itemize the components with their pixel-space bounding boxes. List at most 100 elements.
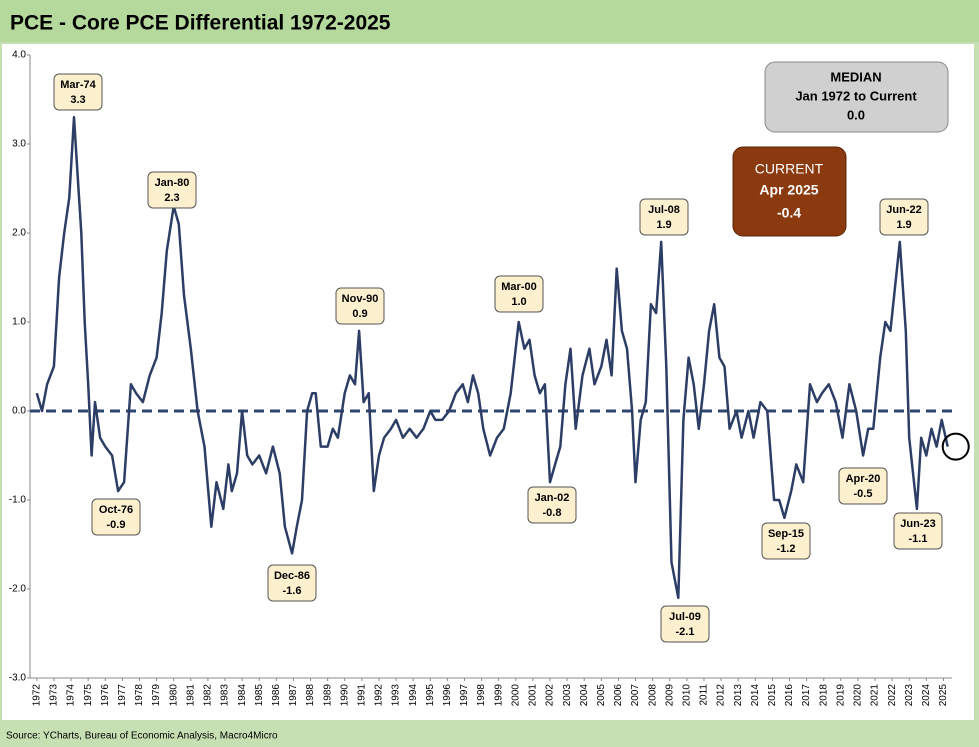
- x-tick-label: 2008: [647, 684, 658, 707]
- y-tick-label: 2.0: [12, 228, 26, 239]
- callout-date: Sep-15: [768, 528, 804, 540]
- x-tick-label: 1996: [442, 684, 453, 707]
- callout-value: 3.3: [70, 94, 85, 106]
- y-tick-label: -3.0: [9, 673, 27, 684]
- callout-box: [879, 198, 929, 236]
- x-tick-label: 1980: [168, 684, 179, 707]
- current-value: -0.4: [777, 205, 801, 221]
- callout-box: [267, 564, 317, 602]
- x-tick-label: 1997: [459, 684, 470, 707]
- callout-value: -1.6: [283, 585, 302, 597]
- x-tick-label: 1977: [117, 684, 128, 707]
- x-tick-label: 1988: [305, 684, 316, 707]
- x-tick-label: 1991: [356, 684, 367, 707]
- callout-value: -0.9: [107, 519, 126, 531]
- x-tick-label: 1981: [185, 684, 196, 707]
- callout-value: -0.5: [854, 488, 873, 500]
- callout-box: [639, 198, 689, 236]
- x-tick-label: 1986: [271, 684, 282, 707]
- x-tick-label: 2009: [664, 684, 675, 707]
- callout-date: Dec-86: [274, 570, 310, 582]
- callout-date: Apr-20: [846, 473, 881, 485]
- x-tick-label: 2012: [716, 684, 727, 707]
- callout-date: Mar-74: [60, 79, 96, 91]
- x-tick-label: 1978: [134, 684, 145, 707]
- callout-value: -2.1: [676, 626, 695, 638]
- x-tick-label: 2000: [510, 684, 521, 707]
- x-tick-label: 1974: [66, 684, 77, 707]
- y-tick-label: 3.0: [12, 139, 26, 150]
- callout-box: [53, 73, 103, 111]
- x-tick-label: 1983: [220, 684, 231, 707]
- callout-box: [494, 275, 544, 313]
- callout-box: [660, 605, 710, 643]
- x-tick-label: 2018: [818, 684, 829, 707]
- x-tick-label: 2019: [835, 684, 846, 707]
- callout-box: [761, 522, 811, 560]
- x-tick-label: 1985: [254, 684, 265, 707]
- x-tick-label: 1992: [374, 684, 385, 707]
- x-tick-label: 1972: [31, 684, 42, 707]
- x-tick-label: 2004: [579, 684, 590, 707]
- title-band: [0, 0, 979, 42]
- x-tick-label: 2006: [613, 684, 624, 707]
- callout-box: [147, 171, 197, 209]
- callout-value: -1.1: [909, 533, 928, 545]
- callout-value: 2.3: [164, 192, 179, 204]
- current-date: Apr 2025: [759, 182, 818, 198]
- callout-box: [893, 512, 943, 550]
- callout-value: 1.0: [511, 296, 526, 308]
- y-tick-label: 1.0: [12, 317, 26, 328]
- callout-date: Jan-02: [535, 492, 570, 504]
- x-tick-label: 2015: [767, 684, 778, 707]
- callout-box: [838, 467, 888, 505]
- x-tick-label: 2011: [699, 684, 710, 706]
- x-tick-label: 2017: [801, 684, 812, 707]
- callout-box: [91, 498, 141, 536]
- x-tick-label: 2021: [870, 684, 881, 707]
- x-tick-label: 1987: [288, 684, 299, 707]
- x-tick-label: 2007: [630, 684, 641, 707]
- x-tick-label: 1993: [391, 684, 402, 707]
- x-tick-label: 2020: [853, 684, 864, 707]
- x-tick-label: 2014: [750, 684, 761, 707]
- callout-date: Jun-22: [886, 204, 921, 216]
- callout-box: [335, 287, 385, 325]
- callout-value: -0.8: [543, 507, 562, 519]
- source: Source: YCharts, Bureau of Economic Anal…: [6, 731, 278, 742]
- x-tick-label: 2001: [528, 684, 539, 707]
- x-tick-label: 2005: [596, 684, 607, 707]
- callout-value: -1.2: [777, 543, 796, 555]
- x-tick-label: 1976: [100, 684, 111, 707]
- current-title: CURRENT: [755, 161, 824, 177]
- x-tick-label: 1975: [83, 684, 94, 707]
- x-tick-label: 1995: [425, 684, 436, 707]
- chart-title: PCE - Core PCE Differential 1972-2025: [10, 12, 391, 35]
- current-marker: [941, 432, 970, 461]
- x-tick-label: 2016: [784, 684, 795, 707]
- median-value: 0.0: [847, 107, 865, 122]
- x-tick-label: 1973: [49, 684, 60, 707]
- data-line: [35, 116, 949, 600]
- y-tick-label: -2.0: [9, 584, 27, 595]
- callout-value: 1.9: [656, 219, 671, 231]
- x-tick-label: 1989: [322, 684, 333, 707]
- x-tick-label: 1984: [237, 684, 248, 707]
- callout-date: Jul-08: [648, 204, 680, 216]
- callout-box: [527, 486, 577, 524]
- callout-date: Jun-23: [900, 518, 935, 530]
- x-tick-label: 1999: [493, 684, 504, 707]
- callout-value: 1.9: [896, 219, 911, 231]
- x-tick-label: 1982: [203, 684, 214, 707]
- y-tick-label: 0.0: [12, 406, 26, 417]
- x-tick-label: 1994: [408, 684, 419, 707]
- y-tick-label: -1.0: [9, 495, 27, 506]
- median-period: Jan 1972 to Current: [795, 88, 917, 103]
- x-tick-label: 2023: [904, 684, 915, 707]
- callout-date: Oct-76: [99, 504, 133, 516]
- median-title: MEDIAN: [830, 69, 881, 84]
- x-tick-label: 2002: [545, 684, 556, 707]
- x-tick-label: 2022: [887, 684, 898, 707]
